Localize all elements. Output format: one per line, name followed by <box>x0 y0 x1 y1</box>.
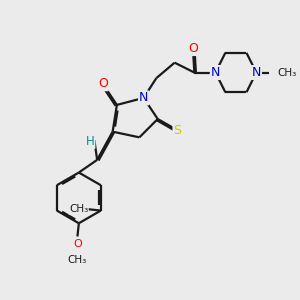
Text: O: O <box>188 42 198 55</box>
Text: N: N <box>252 66 261 79</box>
Text: CH₃: CH₃ <box>68 255 87 265</box>
Text: H: H <box>86 135 94 148</box>
Text: CH₃: CH₃ <box>69 204 88 214</box>
Text: S: S <box>173 124 181 137</box>
Text: O: O <box>73 239 82 249</box>
Text: N: N <box>211 66 220 79</box>
Text: CH₃: CH₃ <box>278 68 297 77</box>
Text: O: O <box>75 204 84 214</box>
Text: O: O <box>98 77 108 90</box>
Text: N: N <box>139 92 148 104</box>
